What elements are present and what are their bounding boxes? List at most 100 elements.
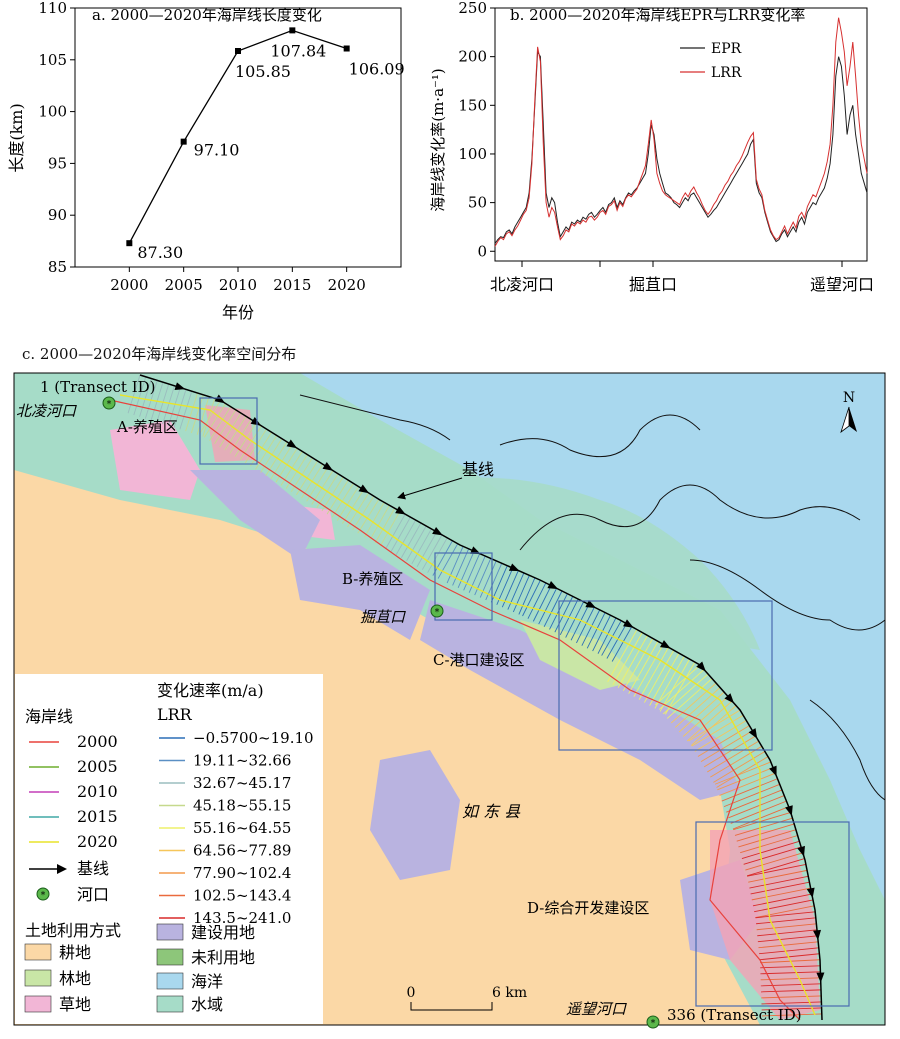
transect-line [385, 513, 406, 550]
transect-line [204, 403, 226, 438]
legend-rate-label: 19.11~32.66 [193, 752, 291, 770]
panel-a-title: a. 2000—2020年海岸线长度变化 [92, 6, 322, 24]
transect-line [688, 709, 741, 742]
transect-line [738, 829, 797, 848]
river-label-juequ: 掘苴口 [360, 608, 406, 626]
panel-b-plot-frame [494, 7, 868, 262]
svg-text:*: * [41, 891, 46, 901]
transect-line [347, 492, 370, 528]
transect-line [127, 374, 141, 414]
transect-line [732, 806, 789, 830]
map-frame [13, 372, 886, 1026]
transect-line [719, 772, 776, 796]
panel-b-xlabel-1: 北凌河口 [490, 275, 554, 294]
transect-line [611, 626, 633, 662]
baseline-arrow [432, 526, 443, 536]
transect-line [697, 725, 750, 757]
transect-line [664, 661, 696, 715]
panel-a-chart: a. 2000—2020年海岸线长度变化 85 90 95 100 105 110 200… [7, 0, 405, 322]
legend-baseline-item: 基线 [29, 859, 109, 878]
panel-a-xlabel: 年份 [222, 303, 254, 322]
zone-b-label: B-养殖区 [342, 570, 403, 588]
transect-line [357, 499, 380, 534]
baseline-arrow [623, 619, 634, 628]
transect-line [522, 580, 541, 617]
legend-rate-subtitle: LRR [157, 705, 193, 724]
panel-a-data-label: 107.84 [270, 41, 326, 60]
legend-shoreline-year: 2010 [77, 782, 118, 801]
transect-line [179, 391, 193, 430]
panel-c-title: c. 2000—2020年海岸线变化率空间分布 [22, 345, 297, 363]
baseline-arrow [585, 600, 597, 609]
transect-line [714, 761, 771, 785]
river-mouth-marker-3: * [646, 1015, 660, 1029]
offshore-boundary-2 [499, 414, 701, 458]
transect-line [633, 644, 664, 697]
transect-line [606, 623, 627, 659]
panel-a-data-label: 97.10 [194, 141, 240, 160]
transect-line [754, 899, 814, 913]
transect-line [496, 567, 514, 605]
panel-b-ytick-label: 100 [458, 145, 487, 163]
transect-line [678, 691, 725, 733]
transect-line [628, 641, 659, 694]
transect-line [734, 817, 793, 836]
transect-line [716, 756, 769, 788]
baseline-arrow [696, 661, 706, 672]
transect-line [759, 953, 820, 961]
transect-line [173, 389, 187, 428]
baseline-callout-arrow [397, 477, 463, 500]
transect-line [638, 647, 669, 700]
panel-a-x-axis: 2000 2005 2010 2015 2020 [110, 267, 366, 294]
transect-line [746, 858, 805, 877]
panel-b-x-axis [521, 261, 843, 267]
svg-text:河口: 河口 [77, 885, 109, 904]
transect-line [757, 935, 818, 943]
legend-landuse-label: 海洋 [191, 972, 223, 991]
transect-line [570, 604, 590, 641]
transect-line [723, 783, 780, 808]
panel-b-ytick-label: 0 [477, 242, 487, 260]
panel-a-ytick-label: 110 [38, 0, 67, 17]
legend-shoreline-title: 海岸线 [25, 707, 73, 726]
legend-landuse-swatch [24, 969, 52, 987]
transect-line [229, 419, 252, 454]
baseline-arrow [508, 563, 520, 572]
transect-line [369, 505, 390, 541]
panel-a-point [180, 138, 187, 145]
transect-line [463, 553, 481, 591]
panel-b-ytick-label: 250 [458, 0, 487, 17]
transect-line [156, 383, 170, 423]
water-area-offshore [440, 477, 760, 650]
transect-line [316, 473, 339, 508]
legend-rate-label: −0.5700~19.10 [193, 729, 314, 747]
transect-line [144, 380, 158, 419]
panel-a-data-label: 106.09 [349, 60, 405, 79]
legend-landuse-swatch [156, 995, 184, 1013]
legend-shoreline-years: 2000 2005 2010 2015 2020 [29, 732, 118, 851]
transect-line [755, 911, 816, 919]
panel-a-points: 87.30 97.10 105.85 107.84 106.09 [126, 27, 405, 262]
transect-line [682, 696, 729, 737]
construction-area-2 [290, 545, 430, 640]
panel-b-y-axis: 0 50 100 150 200 250 [458, 0, 495, 260]
transect-line [512, 575, 530, 613]
transect-line [761, 995, 822, 999]
baseline-arrow [769, 765, 777, 777]
transect-line [586, 612, 606, 649]
panel-a-data-label: 87.30 [137, 243, 183, 262]
transect-start-label: 1 (Transect ID) [40, 378, 156, 396]
transect-line [395, 519, 417, 556]
svg-text:基线: 基线 [77, 859, 109, 878]
panel-a-point [289, 27, 296, 34]
legend-landuse-label: 草地 [59, 995, 91, 1014]
panel-a-xtick-label: 2015 [273, 276, 311, 294]
transect-line [674, 687, 721, 728]
transect-line [452, 548, 470, 586]
legend-landuse-swatch [156, 923, 184, 941]
transect-line [761, 1001, 822, 1005]
transect-line [700, 730, 753, 763]
panel-a-xtick-label: 2005 [165, 276, 203, 294]
transect-line [421, 534, 443, 570]
